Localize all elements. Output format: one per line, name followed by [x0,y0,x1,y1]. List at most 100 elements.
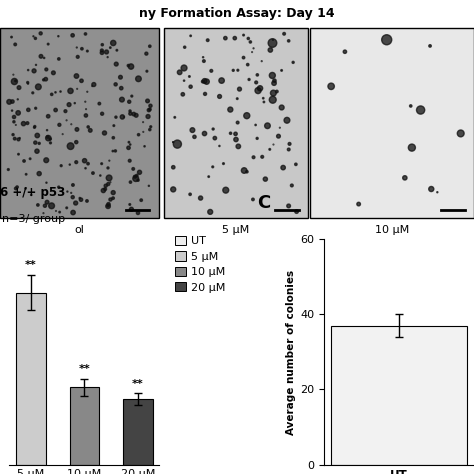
Point [235,143,242,150]
Point [232,130,239,137]
Point [111,147,119,155]
Point [14,96,21,103]
Point [45,112,52,120]
Point [104,180,112,188]
Point [118,113,126,121]
Point [43,65,50,73]
Point [46,135,54,143]
Point [24,79,31,86]
Point [130,110,137,118]
Point [209,163,217,171]
Text: C: C [257,194,270,212]
Point [254,135,261,142]
FancyBboxPatch shape [310,28,474,218]
Point [40,54,48,62]
Point [34,201,42,209]
Point [50,69,57,77]
Point [32,139,39,146]
Text: ol: ol [74,225,84,235]
Point [32,35,39,42]
Point [218,77,226,84]
Point [104,202,112,210]
Point [56,208,64,216]
Point [73,72,80,80]
Point [24,66,32,74]
Point [288,182,296,189]
Point [81,157,88,164]
Point [118,84,125,92]
Point [266,146,273,153]
Point [52,207,60,215]
Point [73,44,81,51]
Point [426,42,434,50]
Point [144,97,151,105]
Point [254,87,262,94]
Point [285,202,292,210]
Point [83,197,91,205]
Point [5,166,12,173]
Point [139,128,147,136]
Point [278,67,285,74]
Point [211,134,219,142]
Point [100,129,108,137]
Point [112,113,120,121]
Point [64,188,71,195]
Point [285,37,292,45]
Point [98,46,106,54]
Point [101,185,109,193]
Point [78,45,86,53]
Point [106,157,113,164]
Text: 5 μM: 5 μM [222,225,249,235]
Point [139,118,147,126]
Point [42,75,50,83]
Point [355,201,363,208]
Point [219,160,227,167]
Point [180,77,188,84]
Point [189,126,196,134]
Text: 10 μM: 10 μM [375,225,410,235]
Point [256,84,264,92]
Point [12,77,19,85]
Point [216,92,223,100]
Point [72,199,80,207]
Point [127,141,134,148]
Point [145,106,153,114]
Point [20,120,27,128]
Point [24,119,31,127]
Point [77,196,85,203]
Point [113,46,121,54]
Point [133,172,141,179]
Point [41,202,49,210]
Point [328,82,335,90]
Point [112,60,120,68]
Point [12,185,19,192]
Point [236,85,243,93]
Point [69,181,77,189]
Point [66,161,73,168]
Point [82,105,90,113]
Text: HCT116 +/+ p53: HCT116 +/+ p53 [0,186,65,199]
Point [11,135,18,143]
Point [145,182,153,190]
Point [84,123,92,131]
Point [57,88,64,95]
Point [244,61,252,68]
Point [35,83,42,91]
Point [134,209,142,217]
Point [125,144,132,152]
Point [11,41,19,48]
Point [146,106,154,113]
Point [200,54,207,61]
Point [129,165,137,173]
Point [141,143,148,150]
Point [208,67,215,74]
Point [259,94,267,102]
Point [187,32,194,40]
Point [146,126,154,133]
Point [229,66,237,74]
Point [286,140,293,148]
Point [117,73,124,81]
Point [197,194,204,202]
Bar [331,326,467,465]
Point [246,38,254,46]
